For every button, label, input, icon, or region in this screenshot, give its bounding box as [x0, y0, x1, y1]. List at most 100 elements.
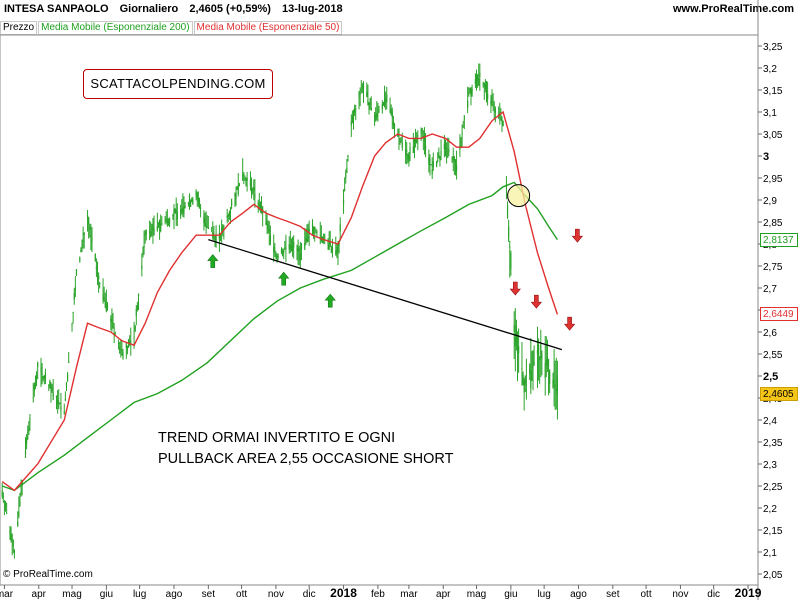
candle-body — [269, 236, 271, 244]
candle-body — [430, 164, 432, 166]
candle-body — [34, 382, 37, 387]
candle-body — [549, 370, 551, 385]
x-tick-label: apr — [436, 589, 451, 600]
candle-body — [386, 94, 388, 102]
candle-body — [98, 275, 100, 280]
candle-body — [25, 439, 28, 444]
candle-body — [404, 149, 407, 156]
candle-body — [307, 236, 309, 242]
candle-body — [37, 361, 39, 368]
candle-body — [213, 232, 215, 234]
candle-body — [82, 240, 84, 242]
candle-body — [145, 229, 147, 235]
candle-body — [367, 99, 369, 106]
candle-body — [126, 346, 129, 350]
candle-body — [453, 157, 455, 162]
candle-body — [500, 117, 502, 121]
candle-body — [311, 223, 314, 227]
candle-body — [250, 187, 253, 196]
x-tick-label: ott — [236, 589, 247, 600]
y-tick-label: 2,4 — [763, 416, 777, 427]
y-tick-label: 3,1 — [763, 108, 777, 119]
down-arrow-icon — [530, 294, 543, 309]
candle-body — [141, 265, 143, 270]
candle-body — [168, 217, 171, 224]
candle-body — [485, 91, 488, 98]
candle-body — [218, 232, 221, 240]
candle-body — [439, 156, 441, 161]
candle-body — [469, 87, 471, 93]
candle-body — [383, 100, 386, 106]
candle-body — [18, 511, 20, 516]
symbol-name: INTESA SANPAOLO — [4, 3, 109, 15]
candle-body — [468, 92, 470, 95]
candle-body — [493, 106, 495, 108]
candle-body — [479, 72, 481, 77]
candle-body — [83, 232, 85, 235]
candle-body — [74, 287, 76, 291]
site-url[interactable]: www.ProRealTime.com — [672, 3, 794, 15]
instrument-info: INTESA SANPAOLO Giornaliero 2,4605 (+0,5… — [4, 3, 351, 15]
candle-body — [420, 129, 422, 132]
candle-body — [129, 340, 131, 343]
candle-body — [447, 150, 449, 158]
y-tick-label: 3,2 — [763, 64, 777, 75]
candle-body — [149, 231, 151, 233]
candle-body — [219, 236, 222, 239]
candle-body — [188, 194, 191, 202]
y-tick-label: 3 — [763, 151, 769, 163]
candle-body — [59, 403, 61, 405]
candle-body — [91, 237, 93, 243]
candle-body — [344, 189, 346, 192]
candle-body — [199, 207, 202, 209]
candle-body — [243, 173, 245, 176]
candle-body — [547, 358, 550, 368]
candle-body — [432, 161, 434, 168]
watermark-box: SCATTACOLPENDING.COM — [83, 69, 273, 99]
chart-header: INTESA SANPAOLO Giornaliero 2,4605 (+0,5… — [0, 0, 800, 22]
candle-body — [3, 500, 6, 502]
candle-body — [554, 384, 556, 387]
candle-body — [51, 386, 53, 392]
candle-body — [142, 252, 144, 256]
candle-body — [183, 206, 185, 215]
candle-body — [389, 108, 391, 112]
candle-body — [423, 135, 426, 142]
candle-body — [444, 139, 447, 148]
candle-body — [293, 241, 295, 248]
candle-body — [134, 326, 136, 332]
candle-body — [223, 226, 225, 228]
candle-body — [544, 363, 546, 378]
candle-body — [305, 238, 307, 241]
candle-body — [152, 229, 154, 231]
candle-body — [165, 218, 167, 220]
ema200-line — [1, 181, 558, 492]
candle-body — [335, 250, 337, 256]
candle-body — [29, 418, 31, 421]
candle-body — [429, 158, 431, 162]
x-tick-label: feb — [371, 589, 385, 600]
candle-body — [35, 374, 38, 381]
candle-body — [211, 231, 213, 233]
candle-body — [390, 108, 392, 115]
candle-body — [63, 411, 65, 415]
candle-body — [73, 292, 75, 300]
candle-body — [40, 367, 42, 373]
candle-body — [153, 228, 155, 236]
candle-body — [64, 398, 66, 402]
candle-body — [487, 93, 489, 100]
candle-body — [144, 234, 146, 236]
candle-body — [133, 336, 135, 338]
candle-body — [407, 153, 409, 160]
candle-body — [358, 90, 360, 98]
x-tick-label: set — [606, 589, 620, 600]
candle-body — [545, 359, 547, 365]
candle-body — [13, 551, 16, 553]
candle-body — [121, 354, 123, 356]
candle-body — [158, 219, 161, 225]
candle-body — [105, 304, 107, 312]
x-tick-label: mar — [400, 589, 418, 600]
candle-body — [102, 293, 104, 299]
candle-body — [57, 400, 59, 405]
candle-body — [291, 246, 294, 252]
